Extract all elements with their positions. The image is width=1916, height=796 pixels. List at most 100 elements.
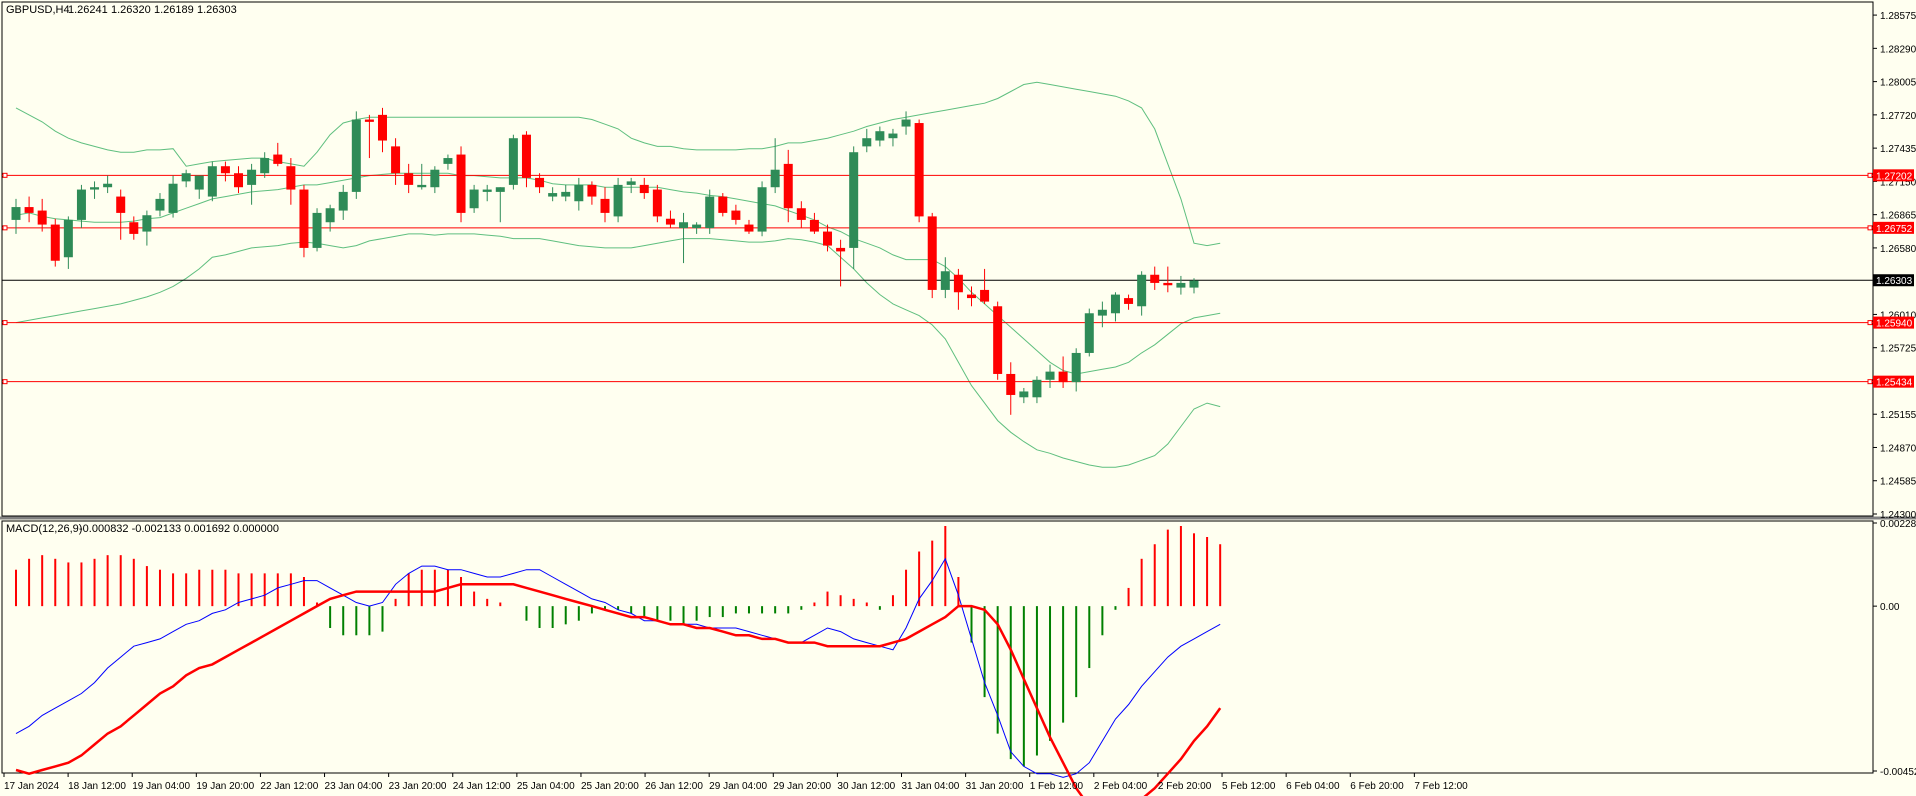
candle-body xyxy=(836,247,846,252)
time-axis: 17 Jan 2024 18 Jan 12:00 19 Jan 04:00 19 Ja… xyxy=(3,773,1468,792)
time-tick-label: 6 Feb 20:00 xyxy=(1350,781,1404,792)
chart-header-open: 1.26241 xyxy=(68,4,108,16)
chart-header-high: 1.26320 xyxy=(111,4,151,16)
level-tag-bg xyxy=(1873,316,1914,329)
time-tick-label: 6 Feb 04:00 xyxy=(1286,781,1340,792)
level-tag-label: 1.26752 xyxy=(1876,224,1913,235)
time-tick-label: 2 Feb 20:00 xyxy=(1158,781,1212,792)
price-tick-label: 1.26010 xyxy=(1880,310,1916,321)
candle-body xyxy=(351,119,361,192)
level-handle-right xyxy=(1867,172,1873,178)
time-tick-label: 5 Feb 12:00 xyxy=(1222,781,1276,792)
candle-body xyxy=(1176,282,1186,288)
macd-line xyxy=(15,557,1221,778)
candle-body xyxy=(207,166,217,197)
candle-body xyxy=(744,224,754,232)
time-tick-label: 25 Jan 20:00 xyxy=(581,781,639,792)
candle-body xyxy=(823,231,833,246)
candle-body xyxy=(234,173,244,188)
current-price-tag-bg xyxy=(1873,274,1914,287)
candle-body xyxy=(757,187,767,232)
chart-header-symbol: GBPUSD,H4 xyxy=(6,4,70,16)
candle-body xyxy=(521,134,531,178)
candle-body xyxy=(679,222,689,229)
price-tick-label: 1.27720 xyxy=(1880,111,1916,122)
candle-body xyxy=(404,173,414,185)
time-tick-label: 19 Jan 04:00 xyxy=(132,781,190,792)
candle-body xyxy=(718,196,728,213)
candle-body xyxy=(548,193,558,197)
bollinger-upper-line xyxy=(15,81,1221,247)
level-tags: 1.27202 1.26752 1.25940 1.25434 1.26303 xyxy=(1873,169,1914,389)
level-tag-label: 1.27202 xyxy=(1876,171,1913,182)
candle-body xyxy=(312,212,322,248)
time-tick-label: 23 Jan 04:00 xyxy=(325,781,383,792)
candle-body xyxy=(168,183,178,213)
candle-body xyxy=(430,169,440,188)
candle-body xyxy=(809,219,819,232)
price-tick-label: 1.27435 xyxy=(1880,144,1916,155)
chart-header-low: 1.26189 xyxy=(154,4,194,16)
price-tick-label: 1.26580 xyxy=(1880,244,1916,255)
candle-body xyxy=(731,210,741,220)
time-tick-label: 31 Jan 20:00 xyxy=(966,781,1024,792)
candle-body xyxy=(665,218,675,225)
level-handle-left xyxy=(2,320,8,326)
price-tick-label: 1.26865 xyxy=(1880,211,1916,222)
candle-body xyxy=(1032,379,1042,398)
candle-body xyxy=(1058,371,1068,383)
candle-body xyxy=(63,219,73,258)
time-tick-label: 7 Feb 12:00 xyxy=(1414,781,1468,792)
candle-body xyxy=(862,138,872,147)
price-panel-frame xyxy=(1,1,1874,517)
candle-body xyxy=(299,189,309,248)
candle-body xyxy=(364,119,374,122)
price-axis: 1.28575 1.28290 1.28005 1.27720 1.27435 1.271… xyxy=(1873,11,1916,521)
time-tick-label: 1 Feb 12:00 xyxy=(1030,781,1084,792)
price-tick-label: 1.25725 xyxy=(1880,344,1916,355)
time-tick-label: 26 Jan 12:00 xyxy=(645,781,703,792)
candle-body xyxy=(1110,294,1120,314)
candle-body xyxy=(535,177,545,188)
macd-tick-label: -0.004527 xyxy=(1880,767,1916,778)
price-tick-label: 1.28575 xyxy=(1880,11,1916,22)
time-tick-label: 2 Feb 04:00 xyxy=(1094,781,1148,792)
price-tick-label: 1.25155 xyxy=(1880,410,1916,421)
macd-tick-label: 0.00 xyxy=(1880,602,1900,613)
level-handle-right xyxy=(1867,379,1873,385)
candle-body xyxy=(783,163,793,209)
candle-body xyxy=(142,215,152,232)
candle-body xyxy=(508,138,518,185)
candle-body xyxy=(469,189,479,209)
level-handle-left xyxy=(2,225,8,231)
price-tick-label: 1.28005 xyxy=(1880,78,1916,89)
candle-body xyxy=(50,224,60,261)
candle-body xyxy=(76,189,86,220)
candle-body xyxy=(247,169,257,185)
candle-body xyxy=(325,208,335,223)
candle-body xyxy=(155,198,165,211)
level-tag-bg xyxy=(1873,375,1914,388)
candle-body xyxy=(600,198,610,213)
candle-body xyxy=(966,294,976,299)
level-tag-label: 1.25940 xyxy=(1876,319,1913,330)
level-tag-label: 1.25434 xyxy=(1876,378,1913,389)
candle-body xyxy=(705,196,715,229)
candle-body xyxy=(273,154,283,164)
candle-body xyxy=(37,210,47,225)
candle-body xyxy=(940,271,950,290)
candle-body xyxy=(194,175,204,190)
time-tick-label: 29 Jan 04:00 xyxy=(709,781,767,792)
candle-body xyxy=(417,184,427,188)
candle-body xyxy=(1150,274,1160,283)
price-tick-label: 1.24585 xyxy=(1880,477,1916,488)
macd-signal-line xyxy=(15,583,1222,796)
macd-panel-frame xyxy=(1,520,1874,774)
candle-body xyxy=(181,173,191,182)
time-tick-label: 31 Jan 04:00 xyxy=(902,781,960,792)
level-handle-right xyxy=(1867,320,1873,326)
candle-body xyxy=(888,133,898,139)
level-handle-right xyxy=(1867,225,1873,231)
